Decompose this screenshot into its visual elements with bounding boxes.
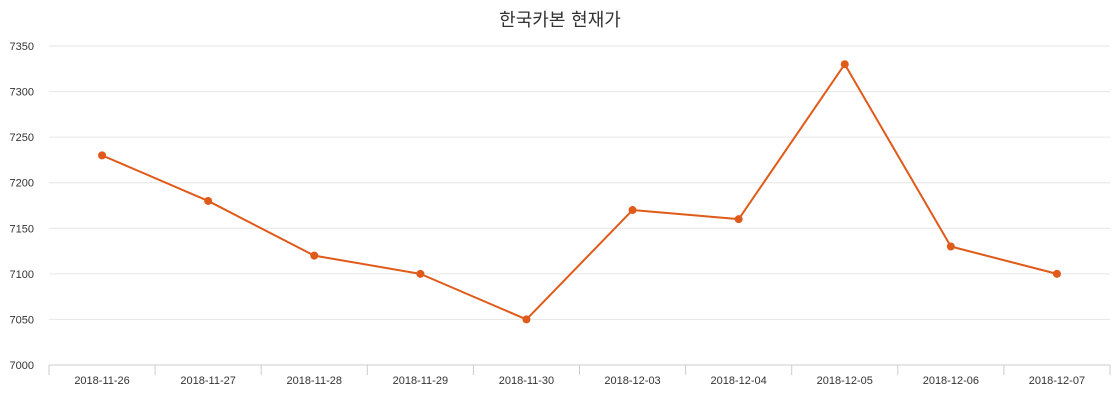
data-point <box>522 315 531 324</box>
series-line <box>101 63 1058 321</box>
x-tick-label: 2018-12-06 <box>923 375 979 387</box>
x-tick-label: 2018-12-07 <box>1029 375 1085 387</box>
y-tick-label: 7050 <box>10 314 34 326</box>
data-point <box>204 196 213 205</box>
data-point <box>628 206 637 215</box>
data-point <box>310 251 319 260</box>
data-point <box>98 151 107 160</box>
data-point <box>734 215 743 224</box>
data-point <box>946 242 955 251</box>
data-point <box>1052 269 1061 278</box>
y-tick-label: 7000 <box>10 360 34 372</box>
y-tick-label: 7100 <box>10 269 34 281</box>
y-tick-label: 7200 <box>10 178 34 190</box>
x-tick-label: 2018-11-26 <box>74 375 129 387</box>
x-tick-label: 2018-12-05 <box>817 375 873 387</box>
y-tick-label: 7300 <box>10 87 34 99</box>
chart-title: 한국카본 현재가 <box>499 10 621 31</box>
x-tick-label: 2018-11-28 <box>287 375 342 387</box>
axis-layer: 7000 7050 7100 7150 7200 7250 7300 7350 2018-11-… <box>10 41 1111 387</box>
x-tick-label: 2018-12-04 <box>711 375 767 387</box>
series-layer <box>98 60 1061 324</box>
y-tick-label: 7350 <box>10 41 34 53</box>
data-point <box>840 60 849 69</box>
x-tick-label: 2018-11-29 <box>393 375 448 387</box>
data-point <box>416 269 425 278</box>
grid-layer <box>49 45 1110 366</box>
x-tick-label: 2018-11-27 <box>180 375 235 387</box>
y-tick-label: 7250 <box>10 132 34 144</box>
x-tick-label: 2018-11-30 <box>499 375 554 387</box>
y-tick-label: 7150 <box>10 223 34 235</box>
x-tick-label: 2018-12-03 <box>604 375 660 387</box>
